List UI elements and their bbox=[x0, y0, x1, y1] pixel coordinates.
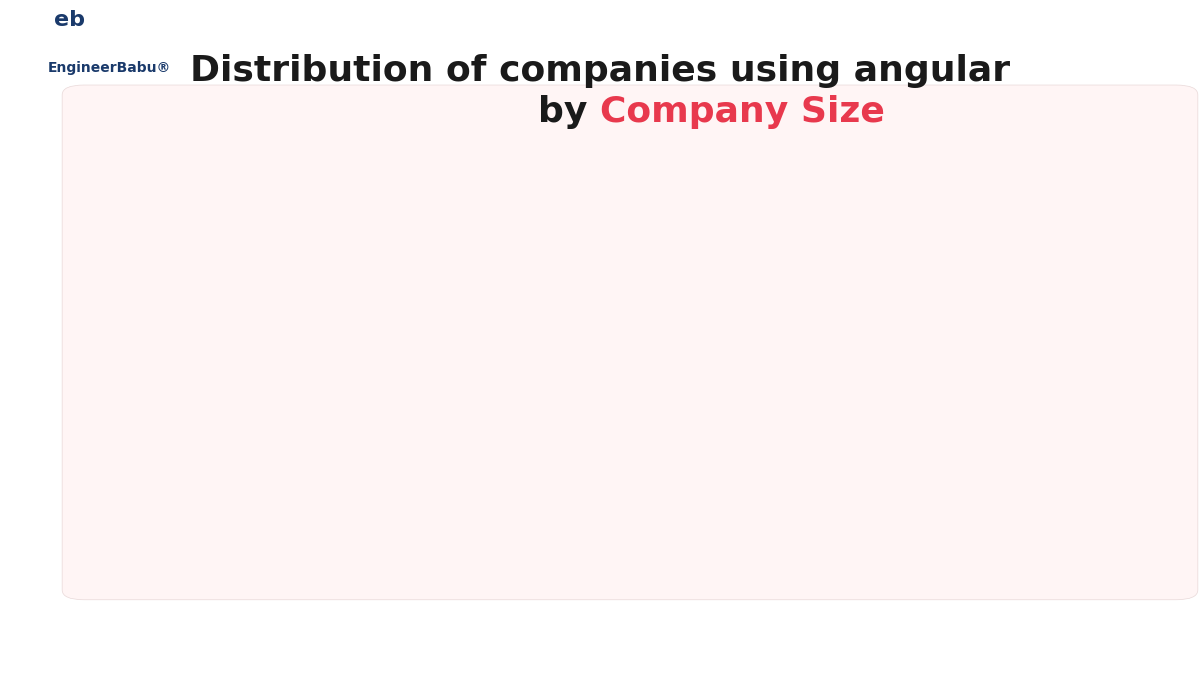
Text: 40,876: 40,876 bbox=[166, 351, 228, 370]
Text: 2,698: 2,698 bbox=[1062, 528, 1114, 546]
Text: 24,528: 24,528 bbox=[420, 427, 482, 445]
Bar bbox=[925, 555, 995, 563]
Text: 1,786: 1,786 bbox=[935, 532, 986, 551]
Text: Distribution of companies using angular: Distribution of companies using angular bbox=[190, 54, 1010, 88]
Text: Company Size: Company Size bbox=[600, 95, 884, 129]
Text: 5,139: 5,139 bbox=[680, 517, 732, 535]
Text: 75,193: 75,193 bbox=[292, 193, 355, 211]
Text: EngineerBabu®: EngineerBabu® bbox=[48, 61, 172, 75]
Bar bbox=[416, 450, 486, 563]
Text: by: by bbox=[538, 95, 600, 129]
Bar bbox=[798, 535, 868, 563]
FancyBboxPatch shape bbox=[62, 85, 1198, 600]
Bar bbox=[161, 374, 232, 563]
Bar bbox=[289, 215, 359, 563]
Bar bbox=[1052, 551, 1123, 563]
Bar bbox=[544, 521, 613, 563]
Text: 9,073: 9,073 bbox=[552, 498, 604, 517]
Text: 5,969: 5,969 bbox=[808, 513, 859, 531]
Bar bbox=[671, 539, 740, 563]
Text: eb: eb bbox=[54, 10, 85, 31]
